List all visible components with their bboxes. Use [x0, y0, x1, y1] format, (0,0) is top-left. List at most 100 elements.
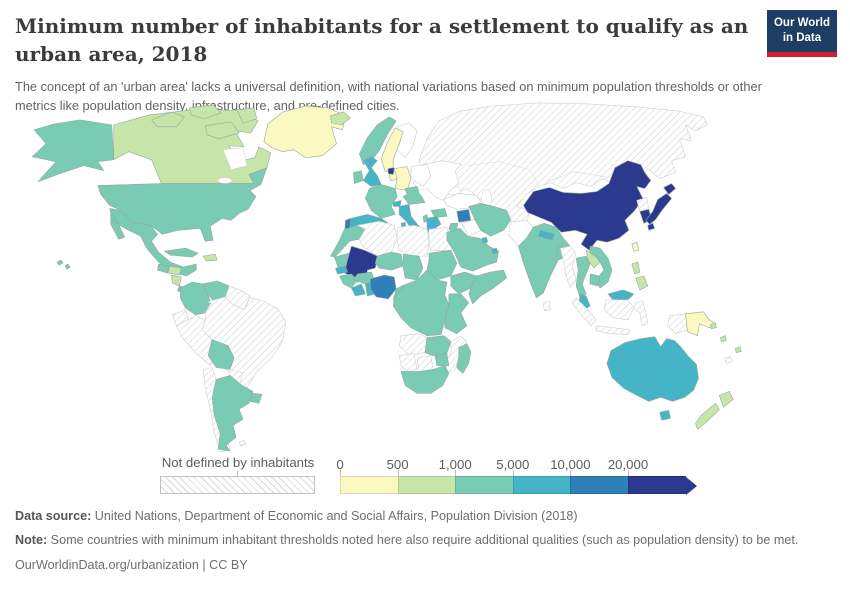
map-region-japan[interactable]: [645, 183, 676, 231]
map-region-philippines[interactable]: [631, 261, 649, 291]
map-region-nepal[interactable]: [538, 229, 555, 241]
legend-bin-2[interactable]: [455, 476, 513, 494]
map-region-iceland[interactable]: [330, 111, 351, 126]
legend-tick-label-2: 1,000: [438, 457, 472, 472]
map-region-falklands[interactable]: [238, 439, 247, 447]
map-region-mexico[interactable]: [109, 208, 197, 277]
map-border-mongolia: [547, 171, 610, 182]
map-region-new-zealand[interactable]: [695, 391, 734, 430]
map-region-namibia[interactable]: [398, 353, 418, 372]
legend-no-data-tick: [237, 471, 238, 476]
legend-no-data[interactable]: Not defined by inhabitants: [160, 455, 316, 494]
legend-tick-label-4: 10,000: [550, 457, 591, 472]
map-region-argentina[interactable]: [211, 375, 254, 452]
world-map: [0, 100, 850, 458]
map-region-central-africa[interactable]: [392, 269, 450, 336]
map-region-greenland[interactable]: [263, 105, 346, 158]
map-region-ireland[interactable]: [353, 170, 364, 184]
note-text: Some countries with minimum inhabitant t…: [47, 533, 799, 548]
map-region-niger[interactable]: [374, 251, 404, 271]
owid-logo-line1: Our World: [773, 17, 830, 29]
map-region-canada-arctic-islands[interactable]: [151, 104, 258, 140]
map-region-chad[interactable]: [402, 253, 424, 281]
data-source-text: United Nations, Department of Economic a…: [91, 509, 578, 523]
legend-bin-3[interactable]: [512, 476, 571, 494]
map-region-myanmar[interactable]: [559, 245, 577, 289]
legend-bin-0[interactable]: [340, 476, 398, 494]
map-region-saudi-arabia[interactable]: [446, 227, 499, 272]
map-region-hawaii[interactable]: [56, 259, 71, 270]
map-region-zimbabwe[interactable]: [434, 353, 450, 366]
map-region-sudan[interactable]: [426, 249, 458, 281]
data-source-label: Data source:: [15, 509, 92, 523]
legend-tick-4: [570, 470, 572, 476]
map-region-sri-lanka[interactable]: [543, 300, 551, 312]
citation-line[interactable]: OurWorldinData.org/urbanization | CC BY: [15, 557, 248, 572]
legend-tick-label-1: 500: [386, 457, 409, 472]
map-region-guatemala[interactable]: [157, 263, 170, 274]
map-region-vietnam[interactable]: [589, 245, 613, 289]
map-region-somalia[interactable]: [468, 269, 507, 305]
map-region-senegal[interactable]: [335, 265, 348, 275]
map-region-papua-new-guinea[interactable]: [685, 311, 716, 336]
owid-logo[interactable]: Our World in Data: [766, 10, 837, 57]
map-region-taiwan[interactable]: [631, 241, 640, 252]
map-region-libya[interactable]: [396, 225, 430, 257]
map-region-united-kingdom[interactable]: [363, 156, 382, 187]
map-region-thailand[interactable]: [575, 255, 591, 299]
legend-bin-5[interactable]: [627, 476, 697, 495]
map-region-sweden[interactable]: [380, 127, 404, 172]
legend-bin-1[interactable]: [397, 476, 456, 494]
map-region-france[interactable]: [365, 184, 398, 219]
legend-bin-4[interactable]: [570, 476, 628, 494]
map-region-bolivia[interactable]: [207, 339, 235, 370]
legend-tick-5: [628, 470, 629, 476]
map-region-new-caledonia[interactable]: [724, 356, 733, 364]
map-region-angola[interactable]: [398, 333, 428, 356]
map-region-uruguay[interactable]: [249, 393, 263, 404]
map-region-alaska[interactable]: [31, 119, 115, 182]
map-region-madagascar[interactable]: [456, 343, 472, 374]
map-region-iran[interactable]: [468, 203, 511, 237]
legend-tick-3: [512, 470, 514, 476]
legend-no-data-label: Not defined by inhabitants: [161, 455, 315, 470]
map-region-syria[interactable]: [456, 209, 472, 223]
data-source-line: Data source: United Nations, Department …: [15, 507, 837, 525]
map-legend: Not defined by inhabitants 0 500 1,000 5…: [0, 455, 850, 501]
map-region-hispaniola[interactable]: [202, 253, 218, 262]
legend-no-data-swatch[interactable]: [160, 476, 315, 494]
legend-tick-2: [455, 470, 457, 476]
world-map-svg: [31, 102, 742, 453]
map-region-tasmania[interactable]: [659, 409, 671, 421]
map-region-malaysia[interactable]: [578, 289, 635, 311]
map-region-netherlands[interactable]: [387, 167, 395, 175]
legend-tick-label-0: 0: [336, 457, 344, 472]
note-label: Note:: [15, 533, 48, 548]
map-region-bulgaria[interactable]: [430, 208, 448, 218]
map-region-mozambique[interactable]: [444, 335, 468, 374]
map-region-cote-divoire[interactable]: [351, 283, 366, 297]
map-region-australia[interactable]: [606, 336, 699, 402]
map-region-zambia[interactable]: [424, 335, 452, 356]
map-region-nigeria[interactable]: [370, 274, 397, 300]
map-region-honduras[interactable]: [168, 265, 182, 276]
great-lakes: [217, 177, 233, 184]
legend-color-bar: 0 500 1,000 5,000 10,000 20,000: [336, 457, 697, 495]
map-region-cambodia[interactable]: [589, 273, 601, 287]
map-region-south-africa[interactable]: [400, 365, 450, 394]
map-region-austria-hungary[interactable]: [402, 186, 426, 205]
map-region-cuba[interactable]: [164, 247, 199, 258]
map-region-kenya-tanzania[interactable]: [444, 293, 470, 334]
map-region-kuwait-uae[interactable]: [481, 236, 498, 255]
legend-arrow: [685, 477, 697, 495]
map-region-botswana[interactable]: [416, 355, 434, 372]
legend-tick-1: [397, 470, 399, 476]
map-region-poland[interactable]: [410, 164, 432, 187]
map-region-guinea[interactable]: [339, 273, 358, 289]
map-region-indonesia[interactable]: [571, 297, 688, 335]
note-line: Note: Some countries with minimum inhabi…: [15, 531, 837, 549]
map-region-nicaragua[interactable]: [171, 274, 182, 287]
map-region-pacific-islands[interactable]: [710, 322, 742, 353]
owid-logo-line2: in Data: [782, 31, 822, 44]
